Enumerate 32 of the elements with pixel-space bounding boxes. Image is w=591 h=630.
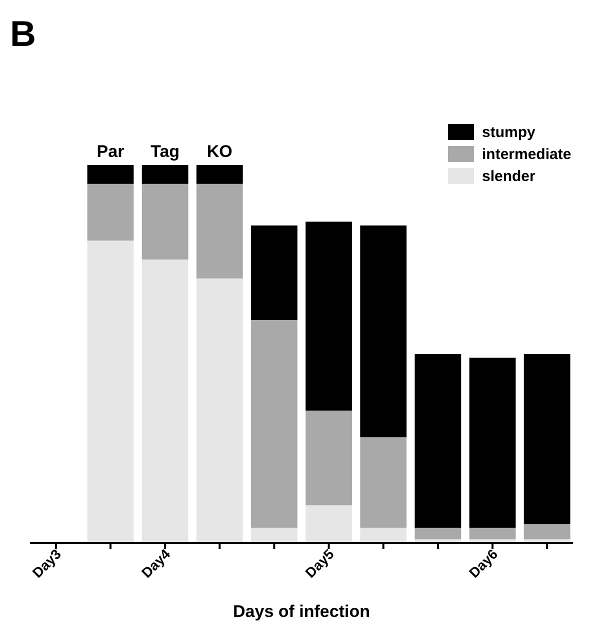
text: Par [96, 142, 125, 161]
bar [469, 358, 516, 528]
bar [469, 528, 516, 540]
bar [142, 184, 188, 260]
bar [360, 225, 407, 438]
bar [251, 528, 298, 543]
bar [196, 165, 243, 184]
bar [414, 354, 462, 528]
bar [251, 320, 298, 528]
bar [360, 437, 407, 528]
text: Tag [150, 142, 180, 161]
bar [414, 528, 462, 540]
bar [306, 410, 352, 506]
bar [196, 184, 243, 278]
bar [87, 184, 134, 241]
bar [306, 505, 352, 543]
x-axis-title: Days of infection [233, 602, 370, 621]
bar [306, 222, 352, 411]
chart-title: B [10, 13, 36, 54]
bar [142, 260, 188, 543]
legend-label: intermediate [482, 146, 572, 163]
bar [251, 225, 298, 320]
bar [87, 165, 134, 184]
bar [196, 278, 243, 543]
legend-label: slender [482, 168, 536, 185]
text: KO [206, 142, 232, 161]
bar [524, 524, 570, 540]
legend-label: stumpy [482, 124, 536, 141]
bar [524, 354, 570, 524]
bar [142, 165, 188, 184]
bar [87, 240, 134, 543]
bar [360, 528, 407, 543]
